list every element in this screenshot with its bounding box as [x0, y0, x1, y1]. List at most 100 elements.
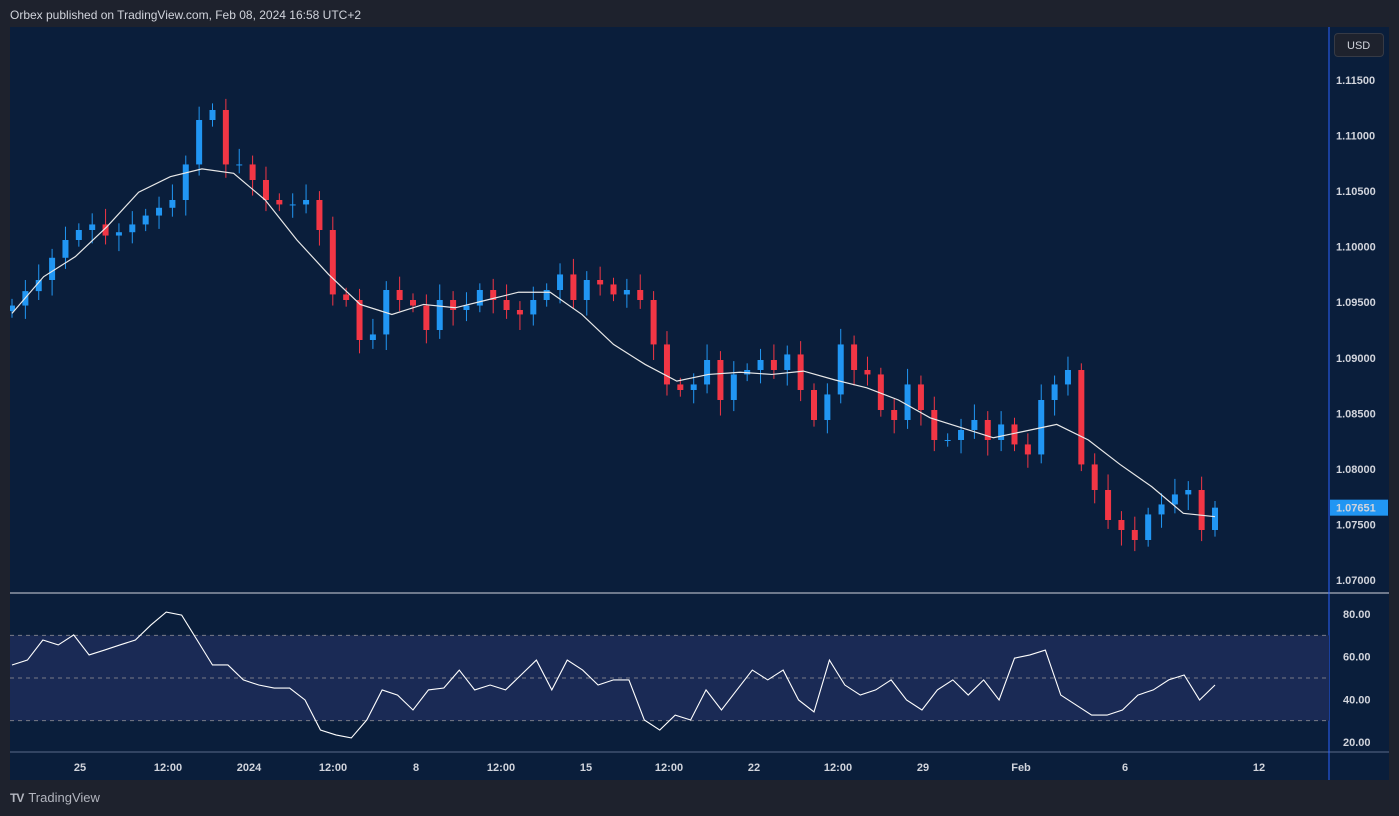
candle	[877, 367, 884, 417]
price-tick-label: 1.08000	[1336, 464, 1376, 476]
candle	[784, 345, 791, 386]
rsi-tick-label: 60.00	[1343, 652, 1371, 664]
candle-body	[851, 344, 858, 370]
candle	[1078, 363, 1085, 472]
candle	[984, 411, 991, 456]
candle	[169, 184, 176, 217]
candle	[156, 196, 163, 229]
candle	[1105, 474, 1112, 529]
candle-body	[476, 289, 483, 306]
candle	[383, 281, 390, 350]
last-price-label: 1.07651	[1336, 503, 1376, 515]
candle-body	[303, 199, 310, 205]
candle-body	[1171, 494, 1178, 505]
price-tick-label: 1.11000	[1336, 131, 1375, 143]
candle	[102, 208, 109, 245]
candle-body	[115, 232, 122, 236]
price-tick-label: 1.08500	[1336, 408, 1376, 420]
candle-body	[490, 289, 497, 300]
candle	[236, 148, 243, 174]
candle	[931, 396, 938, 452]
candle	[262, 166, 269, 212]
candle-body	[784, 354, 791, 370]
candle	[463, 292, 470, 322]
candle	[396, 276, 403, 312]
candle	[704, 344, 711, 394]
candle-body	[1051, 384, 1058, 400]
candle-body	[998, 424, 1005, 440]
candle	[410, 293, 416, 313]
candle	[222, 98, 229, 178]
candle-body	[877, 374, 884, 410]
currency-button[interactable]: USD	[1334, 33, 1384, 57]
candle	[610, 277, 617, 302]
candle-body	[102, 224, 109, 236]
candle	[543, 283, 550, 307]
candle-body	[516, 309, 523, 315]
candle-body	[1024, 444, 1031, 455]
candle	[637, 274, 644, 309]
price-tick-label: 1.10000	[1336, 242, 1376, 254]
time-tick-label: 25	[74, 762, 86, 774]
candle	[1171, 478, 1178, 514]
candle	[1145, 507, 1152, 547]
candle	[998, 411, 1005, 452]
candle-body	[717, 359, 724, 400]
candle	[1131, 516, 1138, 552]
candle	[917, 375, 924, 426]
candle-body	[931, 409, 938, 440]
candle-body	[222, 109, 229, 165]
candle-body	[89, 224, 96, 230]
candle	[436, 284, 443, 339]
time-tick-label: 2024	[237, 762, 262, 774]
candle-body	[463, 305, 470, 310]
candle-body	[169, 199, 176, 208]
candle-body	[1078, 369, 1085, 465]
candle-body	[356, 299, 363, 340]
time-tick-label: 12	[1253, 762, 1265, 774]
candle	[476, 283, 483, 313]
candle	[329, 216, 336, 306]
moving-average-line	[11, 168, 1216, 518]
candle-body	[1091, 464, 1098, 490]
candle-body	[824, 394, 831, 420]
candle-body	[1064, 369, 1071, 385]
candle	[1198, 476, 1205, 542]
candle-body	[1185, 489, 1192, 495]
candle-body	[329, 229, 336, 295]
candle	[837, 328, 844, 404]
time-tick-label: 8	[413, 762, 419, 774]
candle	[824, 383, 831, 434]
candle-body	[316, 199, 323, 230]
candle	[811, 383, 817, 427]
candle-body	[837, 344, 844, 395]
candle	[490, 278, 497, 314]
candle	[356, 288, 363, 354]
chart-svg[interactable]: 1.11500 1.11000 1.10500 1.10000 1.09500 1.090…	[10, 27, 1389, 780]
candle	[10, 298, 15, 318]
candle	[530, 286, 537, 326]
chart-frame[interactable]: 1.11500 1.11000 1.10500 1.10000 1.09500 1.090…	[10, 27, 1389, 780]
candle	[864, 356, 871, 386]
candle-body	[904, 384, 911, 420]
candle-body	[182, 164, 189, 200]
logo-text: TradingView	[28, 790, 100, 805]
candle-body	[864, 369, 871, 375]
candle	[717, 351, 724, 416]
candle-body	[156, 207, 163, 216]
candle-body	[757, 359, 764, 370]
price-tick-label: 1.10500	[1336, 186, 1376, 198]
candle	[570, 258, 577, 309]
candle	[757, 348, 764, 384]
time-tick-label: 22	[748, 762, 760, 774]
tradingview-logo[interactable]: TV TradingView	[10, 790, 100, 805]
candle	[369, 318, 376, 349]
candle	[423, 294, 430, 344]
price-tick-label: 1.09000	[1336, 353, 1376, 365]
candle-body	[209, 109, 216, 120]
candle	[623, 278, 630, 308]
candle-body	[637, 289, 644, 300]
price-tick-label: 1.07000	[1336, 575, 1376, 587]
candle	[276, 193, 283, 212]
candle-body	[917, 384, 924, 410]
